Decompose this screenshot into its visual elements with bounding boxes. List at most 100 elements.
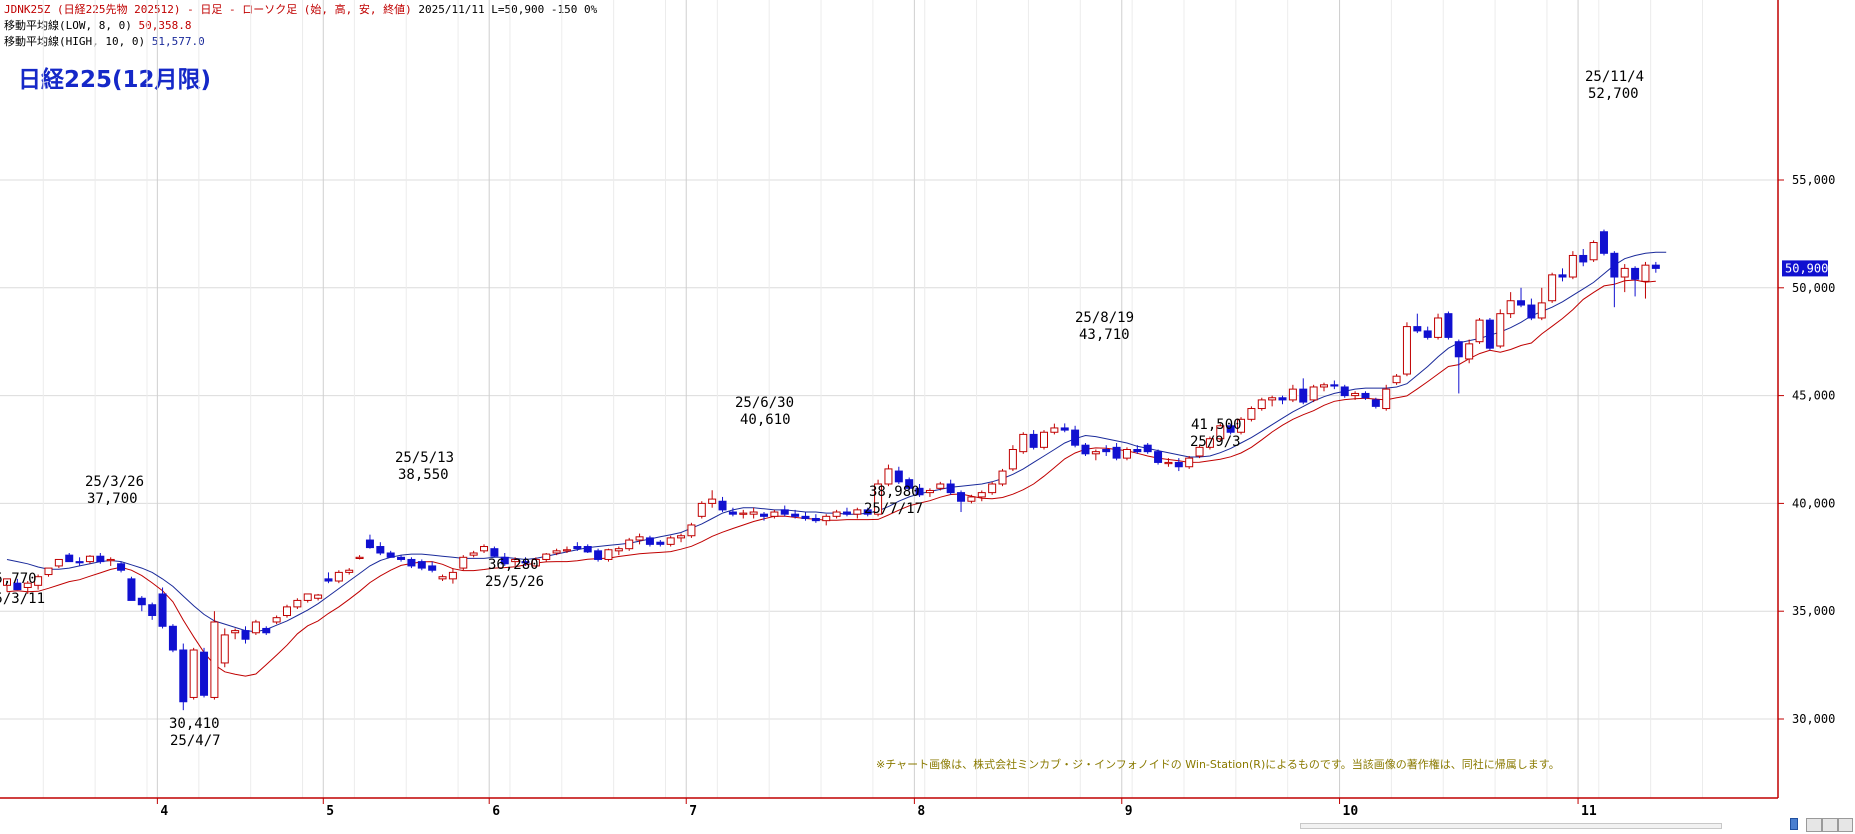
candle [1651, 261, 1660, 273]
candle [1434, 313, 1443, 340]
ann-value-4: 38,550 [398, 467, 449, 483]
candle [842, 507, 851, 517]
candle [531, 557, 540, 569]
candle-body-down [1174, 461, 1183, 468]
candle-body-down [728, 511, 737, 515]
candle-body-up [272, 617, 281, 623]
candle [728, 507, 737, 517]
candle-body-down [842, 511, 851, 515]
candle [1247, 406, 1256, 422]
candle [884, 464, 893, 487]
candle [625, 537, 634, 551]
candle-body-up [1641, 264, 1650, 282]
candle [1631, 266, 1640, 297]
candle-body-up [1475, 319, 1484, 343]
candle [811, 514, 820, 523]
ann-date-6: 25/6/30 [735, 395, 794, 411]
candle-body-up [998, 470, 1007, 485]
candle [1133, 445, 1142, 454]
candle-body-up [1537, 302, 1546, 319]
candle [251, 619, 260, 635]
fit-view-button[interactable] [1838, 818, 1853, 832]
candle-body-down [179, 649, 188, 703]
candle-body-down [957, 492, 966, 502]
candle-body-down [801, 515, 810, 519]
candle-body-up [884, 468, 893, 485]
candle-body-down [1060, 427, 1069, 431]
chart-title: 日経225(12月限) [18, 67, 212, 93]
candle-body-down [428, 565, 437, 571]
y-tick-label: 35,000 [1792, 604, 1835, 618]
candle [967, 494, 976, 504]
candle [1195, 445, 1204, 459]
candle-body-up [1050, 427, 1059, 433]
candle [1019, 432, 1028, 454]
candle [1402, 322, 1411, 377]
candle-body-up [1185, 457, 1194, 468]
candle-body-down [791, 513, 800, 517]
candle [1008, 445, 1017, 472]
ann-date-3: 25/4/7 [170, 733, 221, 749]
candle [1641, 261, 1650, 299]
candle [645, 535, 654, 547]
candle [44, 567, 53, 577]
candle [1485, 317, 1494, 351]
candle-body-down [500, 556, 509, 565]
ma-low-value: 50,358.8 [138, 19, 192, 32]
ma-high-line [6, 251, 1667, 633]
candle [521, 557, 530, 566]
candle-body-down [200, 651, 209, 696]
candle [13, 578, 22, 591]
candle [1185, 455, 1194, 469]
candle-body-up [220, 634, 229, 664]
candle-body-up [925, 489, 934, 494]
candle [179, 643, 188, 711]
zoom-in-button[interactable] [1806, 818, 1822, 832]
zoom-out-button[interactable] [1822, 818, 1838, 832]
candle [106, 557, 115, 566]
last-price-label: 50,900 [1785, 261, 1828, 275]
candle [677, 533, 686, 543]
candle [1548, 272, 1557, 303]
candle [977, 490, 986, 502]
candle-body-down [1517, 300, 1526, 306]
candle-body-up [34, 576, 43, 586]
candle-body-down [96, 555, 105, 563]
scrollbar-thumb[interactable] [1790, 818, 1798, 830]
candle [490, 546, 499, 558]
candle [220, 628, 229, 668]
candle-body-up [832, 511, 841, 517]
candle [231, 628, 240, 640]
horizontal-scrollbar[interactable] [1300, 823, 1722, 829]
candle [1257, 397, 1266, 411]
candle-body-up [303, 593, 312, 601]
candle [1143, 443, 1152, 454]
candle [562, 546, 571, 553]
candle-body-up [562, 549, 571, 552]
candle-body-down [1278, 397, 1287, 401]
candle-body-down [137, 597, 146, 606]
candle [925, 488, 934, 497]
candle [324, 572, 333, 584]
candle-body-up [438, 576, 447, 580]
candle-body-down [905, 479, 914, 489]
candle [1237, 417, 1246, 435]
ann-value-10: 52,700 [1588, 86, 1639, 102]
candle [718, 496, 727, 513]
candle-body-down [1340, 386, 1349, 397]
candle [500, 552, 509, 566]
candle [262, 626, 271, 635]
ann-date-9: 25/9/3 [1190, 434, 1241, 450]
candles [3, 229, 1660, 711]
candle [241, 626, 250, 644]
candle-body-up [1496, 313, 1505, 347]
ann-date-10: 25/11/4 [1585, 69, 1644, 85]
candle-body-up [44, 567, 53, 576]
candle-body-down [1444, 313, 1453, 338]
candle [1382, 384, 1391, 411]
ann-value-8: 43,710 [1079, 327, 1130, 343]
ma-high-label: 移動平均線(HIGH, 10, 0) [4, 35, 146, 48]
candle-body-up [85, 555, 94, 563]
candle-body-down [1631, 267, 1640, 280]
